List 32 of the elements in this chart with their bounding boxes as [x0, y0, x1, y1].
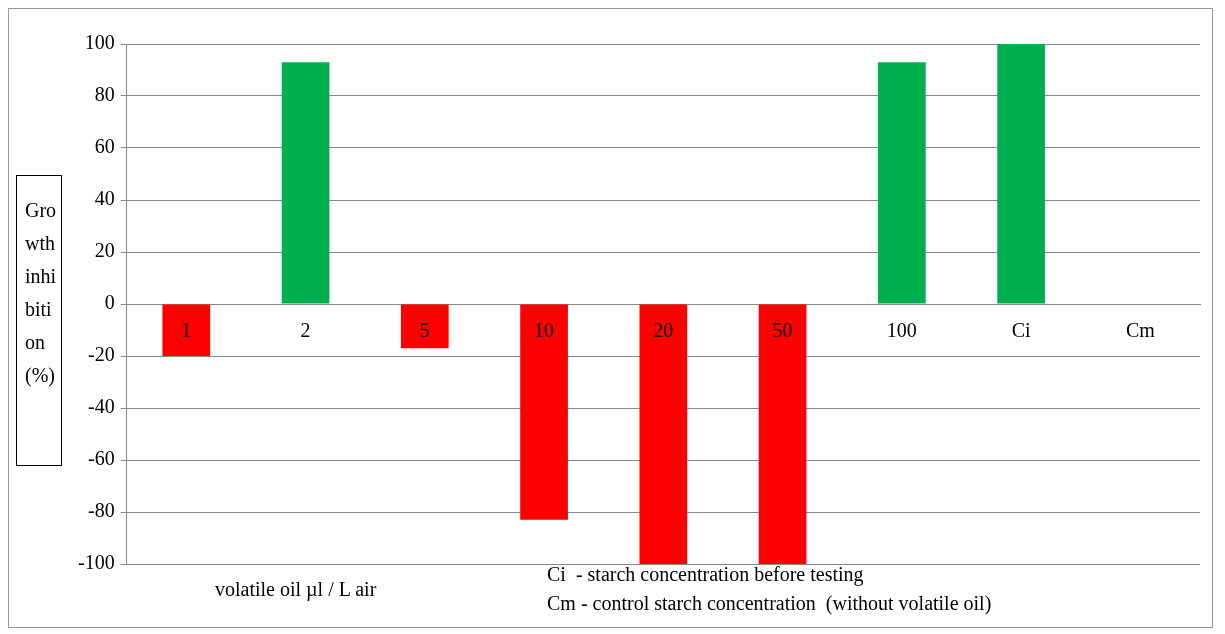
y-tick-label: 60	[94, 135, 115, 158]
x-tick-label: 2	[300, 319, 311, 342]
x-tick-label: 50	[772, 319, 793, 342]
y-tick-label: 100	[84, 31, 115, 54]
bar	[997, 44, 1045, 304]
y-tick-label: 0	[104, 291, 115, 314]
x-tick-label: Ci	[1011, 319, 1031, 342]
x-tick-label: 1	[181, 319, 192, 342]
annotation: Ci - starch concentration before testing	[547, 563, 864, 585]
y-axis-title: Growth inhibition (%)	[16, 175, 62, 466]
bar	[400, 304, 449, 349]
bar	[639, 304, 688, 564]
bar	[281, 62, 330, 304]
y-tick-label: -100	[77, 551, 115, 574]
x-tick-label: 10	[534, 319, 555, 342]
bar	[758, 304, 807, 564]
y-tick-label: 80	[94, 83, 115, 106]
bar	[162, 304, 211, 356]
bar	[520, 304, 568, 520]
y-tick-label: -80	[87, 499, 115, 522]
x-tick-label: Cm	[1125, 319, 1156, 342]
y-tick-label: 20	[94, 239, 115, 262]
y-tick-label: -40	[87, 395, 115, 418]
x-tick-label: 20	[653, 319, 674, 342]
bar	[878, 62, 926, 304]
y-tick-label: 40	[94, 187, 115, 210]
x-axis-title: volatile oil µl / L air	[215, 578, 377, 601]
x-tick-label: 100	[886, 319, 917, 342]
y-tick-label: -60	[87, 447, 115, 470]
text: Cm - control starch concentration (without volatile oil)	[547, 592, 992, 614]
y-tick-label: -20	[87, 343, 115, 366]
x-tick-label: 5	[419, 319, 430, 342]
